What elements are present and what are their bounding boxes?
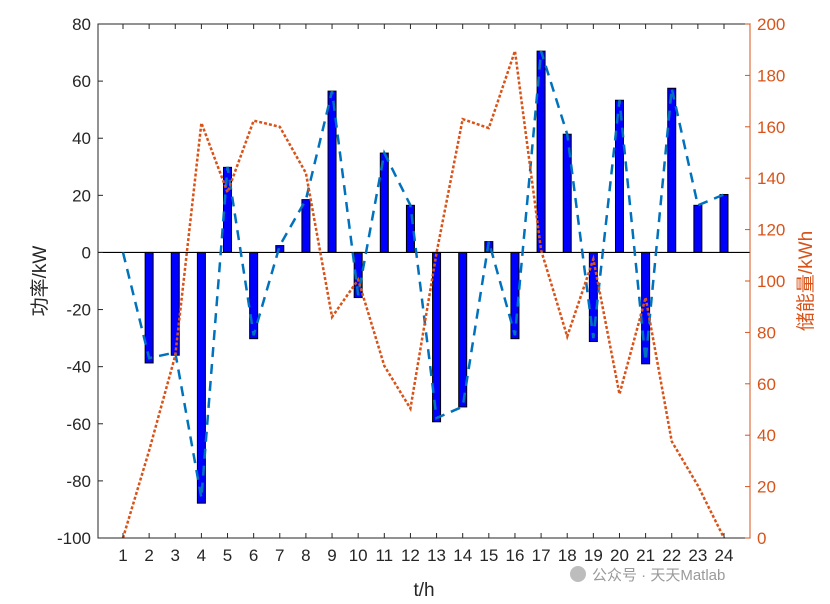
left-axis-label: 功率/kW xyxy=(29,246,51,317)
x-tick-label: 4 xyxy=(197,546,206,565)
watermark: 公众号 · 天天Matlab xyxy=(570,566,725,584)
bar xyxy=(196,251,206,504)
y-right-tick-label: 60 xyxy=(757,375,776,394)
bar xyxy=(301,199,311,253)
x-tick-label: 21 xyxy=(636,546,655,565)
y-right-tick-label: 40 xyxy=(757,426,776,445)
y-right-tick-label: 180 xyxy=(757,66,785,85)
x-tick-label: 19 xyxy=(584,546,603,565)
y-right-tick-label: 120 xyxy=(757,221,785,240)
right-axis-label: 储能量/kWh xyxy=(795,231,817,331)
y-left-tick-label: -40 xyxy=(66,358,91,377)
y-left-tick-label: -80 xyxy=(66,472,91,491)
y-left-tick-label: 20 xyxy=(72,186,91,205)
x-tick-label: 15 xyxy=(479,546,498,565)
x-tick-label: 23 xyxy=(688,546,707,565)
x-tick-label: 5 xyxy=(223,546,232,565)
x-tick-label: 6 xyxy=(249,546,258,565)
x-tick-label: 22 xyxy=(662,546,681,565)
y-right-tick-label: 200 xyxy=(757,15,785,34)
x-tick-label: 8 xyxy=(301,546,310,565)
x-tick-label: 12 xyxy=(401,546,420,565)
x-tick-label: 9 xyxy=(327,546,336,565)
x-tick-label: 17 xyxy=(532,546,551,565)
x-tick-label: 20 xyxy=(610,546,629,565)
x-tick-label: 18 xyxy=(558,546,577,565)
x-tick-label: 10 xyxy=(349,546,368,565)
bar xyxy=(719,193,729,253)
y-right-tick-label: 0 xyxy=(757,529,766,548)
y-left-tick-label: 60 xyxy=(72,72,91,91)
x-tick-label: 3 xyxy=(171,546,180,565)
y-right-tick-label: 20 xyxy=(757,478,776,497)
y-left-tick-label: -20 xyxy=(66,301,91,320)
bar xyxy=(405,204,415,253)
x-tick-label: 1 xyxy=(118,546,127,565)
bar xyxy=(510,251,520,340)
x-tick-label: 24 xyxy=(715,546,734,565)
wechat-icon xyxy=(570,566,586,582)
y-left-tick-label: -100 xyxy=(57,529,91,548)
y-left-tick-label: 80 xyxy=(72,15,91,34)
y-right-tick-label: 80 xyxy=(757,323,776,342)
bar xyxy=(432,251,442,423)
x-tick-label: 16 xyxy=(505,546,524,565)
y-right-tick-label: 160 xyxy=(757,118,785,137)
bar xyxy=(249,251,259,340)
bar xyxy=(144,251,154,364)
y-left-tick-label: 40 xyxy=(72,129,91,148)
x-tick-label: 14 xyxy=(453,546,472,565)
y-left-tick-label: 0 xyxy=(82,243,91,262)
x-tick-label: 7 xyxy=(275,546,284,565)
x-tick-label: 2 xyxy=(144,546,153,565)
x-axis-label: t/h xyxy=(413,580,434,601)
y-right-tick-label: 140 xyxy=(757,169,785,188)
bar xyxy=(588,251,598,343)
bar xyxy=(693,204,703,253)
x-tick-label: 13 xyxy=(427,546,446,565)
x-tick-label: 11 xyxy=(375,546,393,565)
watermark-text: 公众号 · 天天Matlab xyxy=(592,567,725,584)
y-left-tick-label: -60 xyxy=(66,415,91,434)
bar xyxy=(327,90,337,253)
y-right-tick-label: 100 xyxy=(757,272,785,291)
storage-line xyxy=(121,50,726,539)
